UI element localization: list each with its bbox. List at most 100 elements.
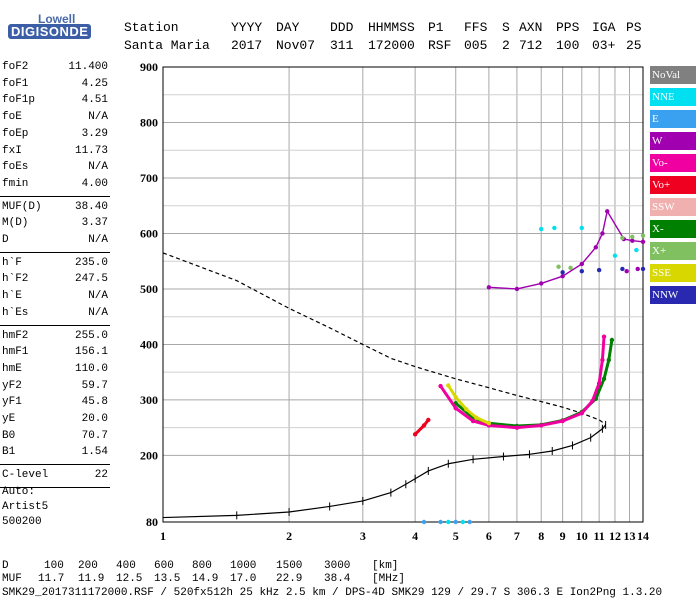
param-value: 156.1 bbox=[74, 346, 108, 359]
x-tick-label: 14 bbox=[637, 529, 649, 543]
distance-unit: [km] bbox=[372, 560, 399, 572]
x-tick-label: 11 bbox=[593, 529, 604, 543]
distance-value: 1500 bbox=[276, 560, 303, 572]
param-m-d-: M(D) 3.37 bbox=[2, 216, 108, 230]
x-tick-label: 8 bbox=[538, 529, 544, 543]
param-divider bbox=[0, 324, 110, 326]
distance-value: 3000 bbox=[324, 560, 351, 572]
x-tick-label: 7 bbox=[514, 529, 520, 543]
header-value-2: Nov07 bbox=[276, 38, 316, 53]
y-tick-label: 500 bbox=[140, 282, 158, 296]
trace-point bbox=[579, 268, 585, 274]
param-value: 247.5 bbox=[74, 273, 108, 286]
header-label-pps: PPS bbox=[556, 20, 580, 35]
muf-value: 11.9 bbox=[78, 573, 105, 585]
y-tick-label: 700 bbox=[140, 171, 158, 185]
muf-unit: [MHz] bbox=[372, 573, 406, 585]
param-label: yE bbox=[2, 413, 16, 425]
trace-point bbox=[620, 266, 625, 272]
param-h-f: h`F 235.0 bbox=[2, 256, 108, 270]
muf-label: MUF bbox=[2, 573, 22, 585]
distance-value: 400 bbox=[116, 560, 136, 572]
header-label-yyyy: YYYY bbox=[231, 20, 263, 35]
distance-value: 600 bbox=[154, 560, 174, 572]
muf-value: 13.5 bbox=[154, 573, 181, 585]
distance-value: 100 bbox=[44, 560, 64, 572]
trace-point bbox=[579, 225, 585, 231]
trace-point bbox=[556, 264, 561, 269]
param-foe: foE N/A bbox=[2, 110, 108, 124]
header-value-7: 2 bbox=[502, 38, 510, 53]
distance-label: D bbox=[2, 560, 9, 572]
param-fxi: fxI 11.73 bbox=[2, 144, 108, 158]
y-tick-label: 800 bbox=[140, 115, 158, 129]
muf-value: 12.5 bbox=[116, 573, 143, 585]
trace-point bbox=[634, 247, 639, 253]
param-value: 235.0 bbox=[74, 256, 108, 269]
header-label-s: S bbox=[502, 20, 510, 35]
plot-frame bbox=[162, 66, 644, 523]
param-foes: foEs N/A bbox=[2, 160, 108, 174]
distance-value: 200 bbox=[78, 560, 98, 572]
trace-line bbox=[414, 418, 430, 436]
param-value: 3.29 bbox=[81, 127, 108, 140]
trace-point bbox=[539, 226, 544, 232]
x-tick-label: 4 bbox=[412, 529, 418, 543]
param-yf1: yF1 45.8 bbox=[2, 395, 108, 409]
param-value: 22 bbox=[94, 469, 108, 482]
param-label: yF1 bbox=[2, 396, 22, 409]
header-value-6: 005 bbox=[464, 38, 488, 53]
param-h-f2: h`F2 247.5 bbox=[2, 272, 108, 286]
header-label-axn: AXN bbox=[519, 20, 543, 35]
trace-point bbox=[620, 235, 625, 241]
param-value: 70.7 bbox=[81, 429, 108, 442]
param-yf2: yF2 59.7 bbox=[2, 379, 108, 393]
header-label-iga: IGA bbox=[592, 20, 616, 35]
param-label: foF1 bbox=[2, 77, 29, 90]
param-divider bbox=[0, 251, 110, 253]
param-value: 59.7 bbox=[81, 379, 108, 392]
header-value-3: 311 bbox=[330, 38, 354, 53]
x-tick-label: 9 bbox=[560, 529, 566, 543]
param-fof1: foF1 4.25 bbox=[2, 77, 108, 91]
y-tick-label: 80 bbox=[146, 515, 158, 529]
param-c-level: C-level 22 bbox=[2, 468, 108, 482]
legend-nne: NNE bbox=[650, 88, 696, 106]
legend-vo: Vo+ bbox=[650, 176, 696, 194]
param-divider bbox=[0, 464, 110, 466]
y-tick-label: 900 bbox=[140, 60, 158, 74]
param-value: N/A bbox=[88, 290, 108, 303]
param-hme: hmE 110.0 bbox=[2, 362, 108, 376]
param-ye: yE 20.0 bbox=[2, 412, 108, 426]
param-b1: B1 1.54 bbox=[2, 445, 108, 459]
trace-point bbox=[640, 233, 646, 238]
param-h-e: h`E N/A bbox=[2, 289, 108, 303]
trace-line bbox=[488, 209, 644, 290]
param-value: 38.40 bbox=[74, 200, 108, 213]
param-value: 11.400 bbox=[68, 61, 108, 73]
param-divider bbox=[0, 486, 110, 488]
legend-x: X+ bbox=[650, 242, 696, 260]
electron-density-profile bbox=[162, 424, 607, 519]
param-value: 255.0 bbox=[74, 329, 108, 342]
extrapolated-profile bbox=[162, 252, 606, 425]
param-value: 3.37 bbox=[81, 217, 108, 230]
param-d: D N/A bbox=[2, 233, 108, 247]
y-tick-label: 200 bbox=[140, 448, 158, 462]
param-label: B1 bbox=[2, 446, 16, 459]
param-label: C-level bbox=[2, 469, 49, 482]
param-value: N/A bbox=[88, 306, 108, 319]
header-label-ddd: DDD bbox=[330, 20, 354, 35]
legend-sse: SSE bbox=[650, 264, 696, 282]
param-foep: foEp 3.29 bbox=[2, 127, 108, 141]
param-label: M(D) bbox=[2, 217, 29, 230]
param-label: D bbox=[2, 234, 9, 246]
param-label: h`Es bbox=[2, 306, 29, 319]
header-value-10: 03+ bbox=[592, 38, 616, 53]
param-h-es: h`Es N/A bbox=[2, 306, 108, 320]
param-label: h`F bbox=[2, 256, 22, 269]
header-value-8: 712 bbox=[519, 38, 543, 53]
trace-point bbox=[560, 270, 565, 275]
param-value: 4.51 bbox=[81, 94, 108, 107]
param-value: 45.8 bbox=[81, 396, 108, 409]
